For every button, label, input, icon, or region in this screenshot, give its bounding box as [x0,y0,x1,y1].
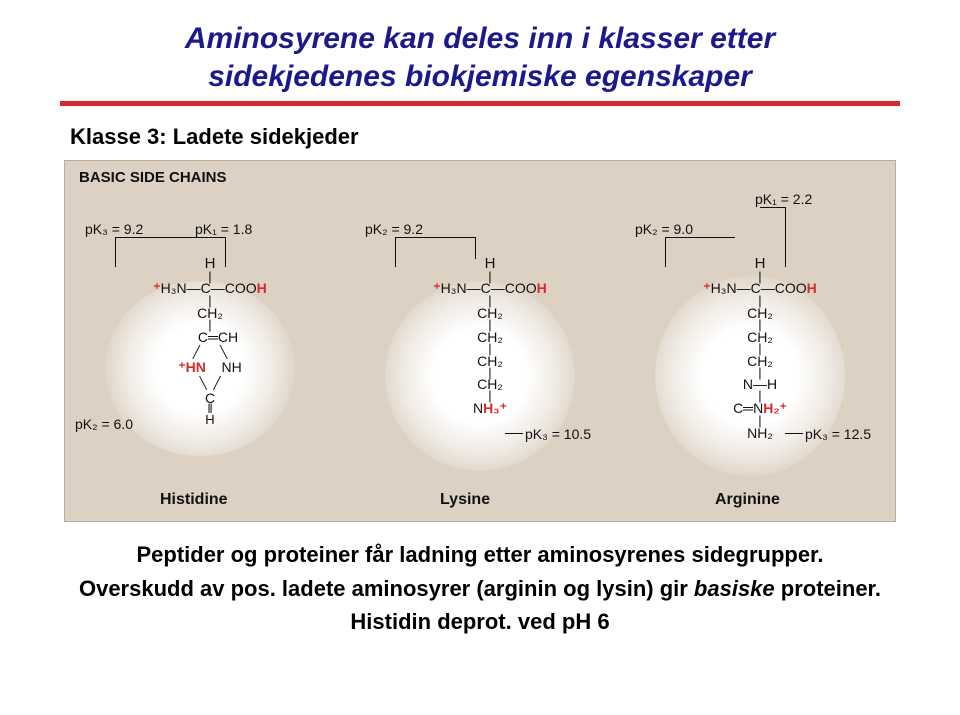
figure-caption: BASIC SIDE CHAINS [79,169,227,186]
his-cch: C═CH [133,329,303,345]
amino-arginine: pK₁ = 2.2 pK₂ = 9.0 pK₃ = 12.5 H | ⁺H₃N—… [625,201,875,481]
his-hn-nh: ⁺HN NH [125,359,295,376]
arg-name: Arginine [715,491,780,509]
lys-nh3: NH₃⁺ [405,400,575,417]
lys-arrow-2 [395,237,475,238]
title-line-2: sidekjedenes biokjemiske egenskaper [208,60,752,93]
body-line-3: Histidin deprot. ved pH 6 [50,607,910,637]
lys-pk2: pK₂ = 9.2 [365,221,423,237]
title-line-1: Aminosyrene kan deles inn i klasser ette… [185,22,775,55]
chem-figure: BASIC SIDE CHAINS pK₃ = 9.2 pK₁ = 1.8 pK… [64,160,896,522]
body-line-1: Peptider og proteiner får ladning etter … [50,540,910,570]
arg-arrow-tail [785,433,803,434]
his-h-bottom: H [125,412,295,427]
amino-histidine: pK₃ = 9.2 pK₁ = 1.8 pK₂ = 6.0 H | ⁺H₃N—C… [75,201,325,481]
slide-root: Aminosyrene kan deles inn i klasser ette… [0,0,960,715]
his-bond-top: | [125,273,295,281]
arg-arrow-1h [665,237,735,238]
body2-b: basiske [694,576,775,601]
amino-lysine: pK₂ = 9.2 pK₃ = 10.5 H | ⁺H₃N—C—COOH | C… [355,201,605,481]
subtitle: Klasse 3: Ladete sidekjeder [70,124,910,150]
body-line-2: Overskudd av pos. ladete aminosyrer (arg… [50,574,910,604]
body2-c: proteiner. [775,576,881,601]
arg-pk2: pK₂ = 9.0 [635,221,693,237]
his-pk3: pK₃ = 9.2 [85,221,143,237]
his-bond-2: | [125,321,295,329]
body2-a: Overskudd av pos. ladete aminosyrer (arg… [79,576,694,601]
lys-pk3: pK₃ = 10.5 [525,426,591,442]
title-underline [60,101,900,106]
his-pk1: pK₁ = 1.8 [195,221,252,237]
lys-arrow-1 [395,237,396,267]
his-bond-mid: | [125,297,295,305]
lys-name: Lysine [440,491,490,509]
arg-arrow-1 [665,237,666,267]
his-arrow-1 [115,237,116,267]
his-ring-diag2: ╲ ╱ [125,376,295,390]
his-ring-diag: ╱ ╲ [125,345,295,359]
his-arrow-3 [115,237,225,238]
slide-title: Aminosyrene kan deles inn i klasser ette… [50,20,910,95]
arg-nh2: NH₂ [675,425,845,441]
lys-arrow-tail [505,433,523,434]
arg-pk1: pK₁ = 2.2 [755,191,812,207]
arg-arrow-toph [760,207,785,208]
his-name: Histidine [160,491,228,509]
